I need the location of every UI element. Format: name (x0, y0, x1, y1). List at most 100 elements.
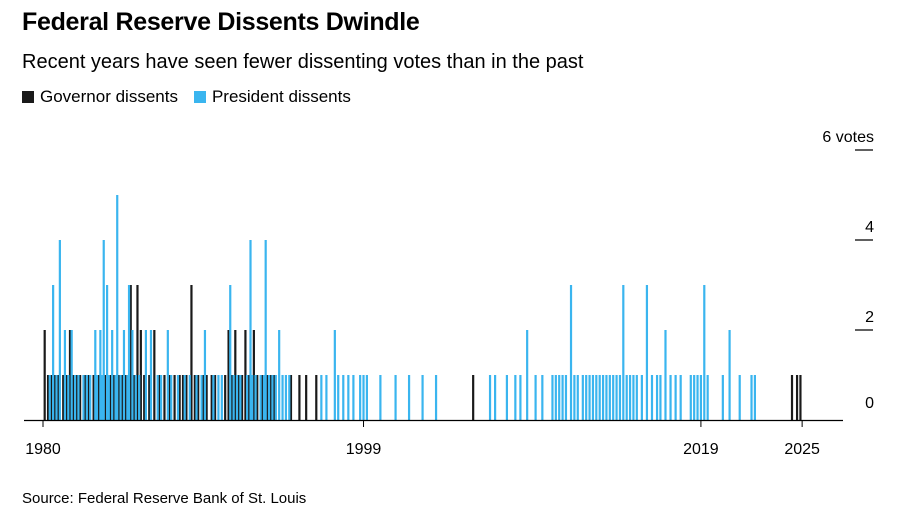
president-dissent-bar (554, 375, 557, 420)
president-dissent-bar (239, 375, 242, 420)
governor-dissent-bar (289, 375, 293, 420)
governor-dissent-bar (227, 330, 230, 420)
governor-dissent-bar (136, 285, 139, 420)
governor-dissent-bar (57, 375, 60, 420)
president-dissent-bar (149, 330, 153, 420)
president-dissent-bar (70, 330, 73, 420)
president-dissent-bar (212, 375, 215, 420)
governor-dissent-bar (50, 375, 53, 420)
president-dissent-bar (526, 330, 529, 420)
president-dissent-bar (127, 285, 131, 420)
president-dissent-bar (114, 375, 117, 420)
x-tick-label: 1980 (25, 441, 61, 458)
president-dissent-bar (48, 375, 51, 420)
legend-item-president: President dissents (193, 87, 351, 107)
governor-dissent-bar (143, 375, 146, 420)
y-tick-label: 6 votes (822, 129, 874, 146)
x-tick-label: 2019 (683, 441, 719, 458)
president-dissent-bar (591, 375, 595, 420)
president-dissent-bar (67, 375, 70, 420)
president-dissent-bar (106, 285, 109, 420)
governor-dissent-bar (65, 375, 68, 420)
president-dissent-bar (674, 375, 677, 420)
president-dissent-bar (379, 375, 382, 420)
president-dissent-bar (738, 375, 741, 420)
president-dissent-bar (217, 375, 220, 420)
governor-dissent-bar (43, 330, 46, 420)
president-dissent-bar (262, 375, 266, 420)
governor-dissent-bar (153, 330, 156, 420)
president-dissent-bar (325, 375, 328, 420)
governor-dissent-bar (168, 375, 171, 420)
governor-dissent-bar (163, 375, 166, 420)
president-dissent-bar (254, 375, 257, 420)
governor-dissent-bar (133, 375, 136, 420)
governor-dissent-bar (230, 375, 234, 420)
president-dissent-bar (107, 375, 110, 420)
president-dissent-bar (274, 375, 277, 420)
president-dissent-bar (689, 375, 692, 420)
president-dissent-bar (73, 375, 77, 420)
chart-title: Federal Reserve Dissents Dwindle (22, 8, 420, 36)
governor-dissent-bar (68, 330, 72, 420)
governor-dissent-bar (213, 375, 217, 420)
governor-dissent-bar (224, 375, 227, 420)
president-dissent-bar (246, 375, 249, 420)
president-dissent-bar (598, 375, 601, 420)
president-dissent-bar (612, 375, 615, 420)
president-dissent-bar (281, 375, 284, 420)
president-dissent-bar (635, 375, 638, 420)
president-dissent-bar (126, 375, 129, 420)
president-dissent-bar (519, 375, 522, 420)
president-dissent-bar (144, 330, 147, 420)
president-dissent-bar (278, 330, 281, 420)
legend-label-governor: Governor dissents (40, 87, 178, 106)
president-dissent-bar (159, 375, 163, 420)
governor-dissent-bar (269, 375, 272, 420)
president-dissent-bar (608, 375, 611, 420)
governor-dissent-bar (240, 375, 244, 420)
president-dissent-bar (271, 375, 274, 420)
legend-swatch-president (193, 91, 206, 103)
governor-dissent-bar (53, 375, 56, 420)
president-dissent-bar (337, 375, 340, 420)
governor-dissent-bar (237, 375, 240, 420)
governor-dissent-bar (139, 330, 142, 420)
president-dissent-bar (650, 375, 654, 420)
president-dissent-bar (116, 195, 119, 420)
president-dissent-bar (615, 375, 618, 420)
governor-dissent-bar (46, 375, 50, 420)
legend-item-governor: Governor dissents (22, 87, 178, 107)
governor-dissent-bar (84, 375, 87, 420)
president-dissent-bar (58, 240, 61, 420)
y-tick-label: 2 (865, 309, 874, 326)
president-dissent-bar (77, 375, 80, 420)
president-dissent-bar (82, 375, 85, 420)
president-dissent-bar (156, 375, 159, 420)
governor-dissent-bar (244, 330, 247, 420)
president-dissent-bar (494, 375, 497, 420)
governor-dissent-bar (87, 375, 90, 420)
governor-dissent-bar (185, 375, 188, 420)
president-dissent-bar (264, 240, 267, 420)
president-dissent-bar (352, 375, 355, 420)
president-dissent-bar (655, 375, 659, 420)
president-dissent-bar (541, 375, 544, 420)
president-dissent-bar (534, 375, 537, 420)
president-dissent-bar (122, 330, 126, 420)
governor-dissent-bar (202, 375, 205, 420)
president-dissent-bar (232, 375, 235, 420)
governor-dissent-bar (178, 375, 181, 420)
president-dissent-bar (664, 330, 667, 420)
governor-dissent-bar (298, 375, 301, 420)
president-dissent-bar (750, 375, 753, 420)
governor-dissent-bar (252, 330, 255, 420)
president-dissent-bar (188, 375, 191, 420)
governor-dissent-bar (197, 375, 200, 420)
president-dissent-bar (618, 375, 622, 420)
governor-dissent-bar (79, 375, 82, 420)
y-tick-label: 4 (865, 219, 874, 236)
governor-dissent-bar (210, 375, 213, 420)
president-dissent-bar (394, 375, 397, 420)
legend-label-president: President dissents (211, 87, 351, 106)
